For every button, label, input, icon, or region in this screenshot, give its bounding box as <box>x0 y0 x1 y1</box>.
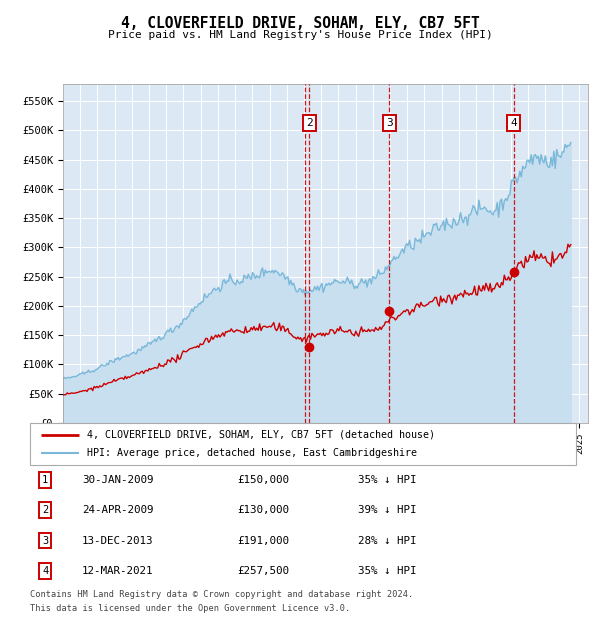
Text: 4: 4 <box>42 566 49 576</box>
Text: 35% ↓ HPI: 35% ↓ HPI <box>358 566 416 576</box>
Text: 12-MAR-2021: 12-MAR-2021 <box>82 566 154 576</box>
Text: £257,500: £257,500 <box>238 566 289 576</box>
Text: 3: 3 <box>386 118 392 128</box>
Text: HPI: Average price, detached house, East Cambridgeshire: HPI: Average price, detached house, East… <box>88 448 418 458</box>
Text: 4, CLOVERFIELD DRIVE, SOHAM, ELY, CB7 5FT (detached house): 4, CLOVERFIELD DRIVE, SOHAM, ELY, CB7 5F… <box>88 430 436 440</box>
Text: £150,000: £150,000 <box>238 475 289 485</box>
Text: 39% ↓ HPI: 39% ↓ HPI <box>358 505 416 515</box>
Text: £130,000: £130,000 <box>238 505 289 515</box>
Text: 2: 2 <box>306 118 313 128</box>
Text: £191,000: £191,000 <box>238 536 289 546</box>
Text: Contains HM Land Registry data © Crown copyright and database right 2024.: Contains HM Land Registry data © Crown c… <box>30 590 413 600</box>
Text: 35% ↓ HPI: 35% ↓ HPI <box>358 475 416 485</box>
Text: 28% ↓ HPI: 28% ↓ HPI <box>358 536 416 546</box>
Text: 3: 3 <box>42 536 49 546</box>
Text: 13-DEC-2013: 13-DEC-2013 <box>82 536 154 546</box>
Text: 30-JAN-2009: 30-JAN-2009 <box>82 475 154 485</box>
FancyBboxPatch shape <box>30 423 576 465</box>
Text: Price paid vs. HM Land Registry's House Price Index (HPI): Price paid vs. HM Land Registry's House … <box>107 30 493 40</box>
Text: 4: 4 <box>511 118 517 128</box>
Text: 4, CLOVERFIELD DRIVE, SOHAM, ELY, CB7 5FT: 4, CLOVERFIELD DRIVE, SOHAM, ELY, CB7 5F… <box>121 16 479 30</box>
Text: 1: 1 <box>42 475 49 485</box>
Text: 24-APR-2009: 24-APR-2009 <box>82 505 154 515</box>
Text: This data is licensed under the Open Government Licence v3.0.: This data is licensed under the Open Gov… <box>30 604 350 613</box>
Text: 2: 2 <box>42 505 49 515</box>
